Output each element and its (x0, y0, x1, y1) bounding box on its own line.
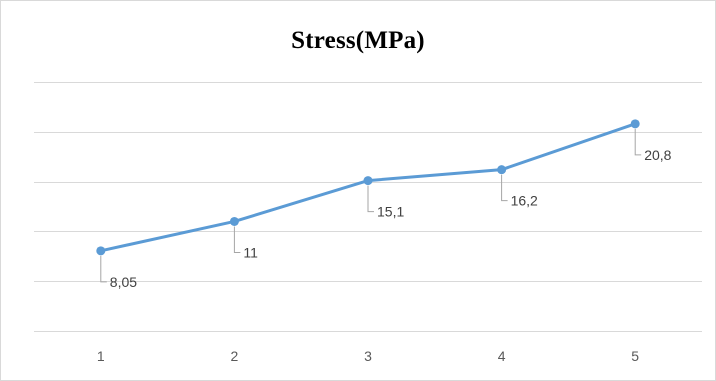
data-label-4: 16,2 (511, 193, 538, 209)
data-point-1 (96, 246, 106, 256)
data-label-2: 11 (243, 244, 258, 260)
chart-title: Stress(MPa) (291, 27, 425, 54)
data-label-3: 15,1 (377, 204, 404, 220)
data-point-4 (497, 165, 507, 175)
x-tick-label: 4 (498, 348, 506, 364)
data-label-leaders (100, 128, 642, 283)
data-labels: 8,05 11 15,1 16,2 20,8 (110, 147, 672, 290)
leader-line (634, 128, 642, 156)
data-markers (96, 119, 640, 256)
gridlines (34, 82, 702, 332)
x-tick-label: 1 (97, 348, 105, 364)
data-label-1: 8,05 (110, 274, 137, 290)
x-tick-label: 2 (231, 348, 239, 364)
leader-line (367, 185, 374, 213)
x-tick-label: 5 (631, 348, 639, 364)
x-tick-label: 3 (364, 348, 372, 364)
leader-line (233, 226, 241, 253)
data-point-3 (363, 176, 373, 186)
x-axis-tick-labels: 1 2 3 4 5 (97, 348, 639, 364)
leader-line (100, 255, 107, 283)
leader-line (501, 174, 508, 202)
data-label-5: 20,8 (644, 147, 671, 163)
data-point-2 (229, 216, 239, 226)
data-point-5 (630, 119, 640, 129)
